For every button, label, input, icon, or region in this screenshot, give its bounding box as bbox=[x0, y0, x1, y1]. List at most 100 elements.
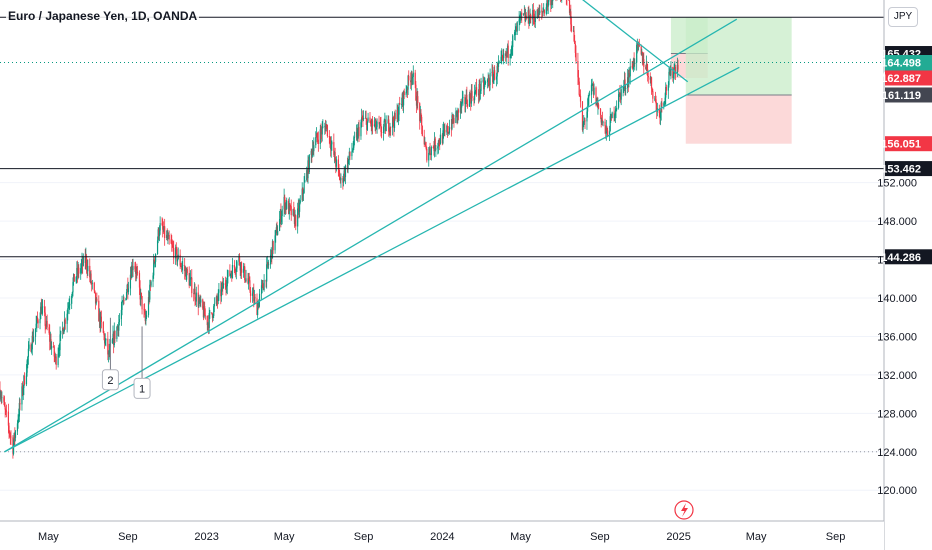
candle-body bbox=[207, 323, 210, 328]
candle-body bbox=[614, 110, 616, 116]
candle-body bbox=[614, 115, 616, 118]
candle-body bbox=[601, 119, 604, 123]
candle-body bbox=[325, 124, 327, 132]
candle-body bbox=[36, 317, 39, 321]
candle-body bbox=[370, 122, 372, 124]
candle-body bbox=[1, 397, 3, 399]
candle-body bbox=[36, 317, 38, 324]
candle-body bbox=[371, 120, 373, 127]
candle-body bbox=[376, 121, 378, 127]
candle-body bbox=[607, 130, 609, 137]
candle-body bbox=[165, 235, 168, 239]
candle-body bbox=[605, 126, 607, 134]
candle-body bbox=[375, 126, 378, 129]
candle-body bbox=[448, 132, 450, 134]
candle-body bbox=[5, 410, 8, 412]
candle-body bbox=[583, 120, 585, 122]
candle-body bbox=[54, 356, 56, 358]
candle-body bbox=[601, 119, 603, 123]
candle-body bbox=[164, 226, 166, 239]
candle-body bbox=[98, 300, 100, 322]
price-tag bbox=[885, 161, 932, 177]
candle-body bbox=[168, 234, 170, 240]
candle-body bbox=[317, 139, 319, 144]
price-tag bbox=[885, 136, 932, 152]
candle-body bbox=[366, 119, 368, 130]
candle-body bbox=[266, 262, 268, 265]
candle-body bbox=[127, 288, 130, 292]
candle-body bbox=[315, 133, 318, 138]
candle-body bbox=[12, 437, 14, 454]
candle-body bbox=[442, 130, 444, 144]
candle-body bbox=[326, 124, 328, 137]
lightning-icon[interactable] bbox=[674, 500, 694, 520]
candle-body bbox=[298, 205, 300, 212]
candle-body bbox=[349, 151, 351, 157]
candle-body bbox=[428, 148, 431, 153]
candle-body bbox=[121, 301, 123, 310]
candle-body bbox=[613, 112, 615, 118]
candle-body bbox=[16, 423, 19, 432]
candle-body bbox=[12, 443, 15, 454]
candle-body bbox=[430, 147, 432, 156]
candle-body bbox=[498, 61, 500, 64]
grid bbox=[0, 182, 884, 491]
marker-label: 1 bbox=[139, 383, 145, 395]
candle-body bbox=[99, 313, 101, 327]
candle-body bbox=[388, 119, 390, 132]
candle-body bbox=[188, 272, 190, 286]
candle-body bbox=[191, 277, 193, 294]
candle-body bbox=[80, 264, 82, 269]
trendline bbox=[582, 0, 689, 83]
candle-body bbox=[94, 290, 96, 293]
candle-body bbox=[163, 226, 165, 232]
price-tag-label: 153.462 bbox=[881, 164, 921, 176]
candle-body bbox=[461, 102, 463, 108]
candle-body bbox=[428, 152, 430, 161]
currency-button[interactable]: JPY bbox=[888, 7, 918, 27]
candle-body bbox=[475, 87, 477, 92]
candle-body bbox=[302, 192, 305, 194]
candle-body bbox=[640, 46, 642, 55]
price-tag-label: 156.051 bbox=[881, 139, 921, 151]
candle-body bbox=[195, 292, 197, 302]
candle-body bbox=[35, 323, 37, 329]
candle-body bbox=[130, 274, 132, 279]
candle-body bbox=[365, 117, 367, 120]
candle-body bbox=[333, 152, 336, 155]
candle-body bbox=[375, 119, 377, 129]
candle-body bbox=[634, 62, 636, 65]
candle-body bbox=[116, 326, 118, 339]
candle-body bbox=[293, 209, 295, 212]
x-tick-label: Sep bbox=[354, 531, 374, 543]
candle-body bbox=[506, 45, 509, 54]
candle-body bbox=[619, 93, 622, 100]
candle-body bbox=[606, 127, 608, 131]
candle-body bbox=[618, 94, 620, 108]
candle-body bbox=[105, 338, 107, 341]
candle-body bbox=[69, 303, 71, 306]
candle-body bbox=[588, 94, 590, 98]
candle-body bbox=[479, 84, 481, 94]
candle-body bbox=[221, 283, 223, 288]
candle-body bbox=[351, 151, 353, 157]
candle-body bbox=[111, 339, 113, 343]
candle-body bbox=[483, 84, 485, 90]
candle-body bbox=[28, 344, 30, 349]
candle-body bbox=[651, 88, 653, 92]
candle-body bbox=[654, 98, 657, 100]
candle-body bbox=[145, 315, 148, 318]
candle-body bbox=[167, 235, 169, 240]
candle-body bbox=[355, 132, 358, 138]
candle-body bbox=[32, 335, 34, 342]
candle-body bbox=[229, 270, 231, 276]
candle-body bbox=[523, 12, 525, 14]
candle-body bbox=[339, 179, 341, 181]
candle-body bbox=[220, 289, 222, 297]
candle-body bbox=[389, 126, 391, 132]
candle-body bbox=[108, 350, 110, 354]
candle-body bbox=[593, 87, 595, 95]
candle-body bbox=[8, 425, 10, 432]
candle-body bbox=[116, 326, 119, 327]
